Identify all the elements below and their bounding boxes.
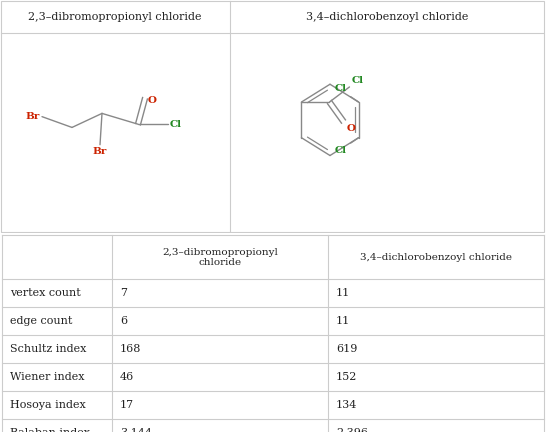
Text: vertex count: vertex count	[10, 288, 81, 298]
Text: Cl: Cl	[352, 76, 364, 85]
Text: Br: Br	[26, 112, 40, 121]
Text: 7: 7	[120, 288, 127, 298]
Text: 168: 168	[120, 344, 141, 354]
Text: 2,3–dibromopropionyl chloride: 2,3–dibromopropionyl chloride	[28, 12, 202, 22]
Text: 11: 11	[336, 316, 350, 326]
Text: O: O	[347, 124, 355, 133]
Text: 3,4–dichlorobenzoyl chloride: 3,4–dichlorobenzoyl chloride	[306, 12, 468, 22]
Text: 3.144: 3.144	[120, 428, 152, 432]
Text: 134: 134	[336, 400, 358, 410]
Text: edge count: edge count	[10, 316, 73, 326]
Text: Cl: Cl	[335, 84, 347, 93]
Text: 46: 46	[120, 372, 134, 382]
Text: 152: 152	[336, 372, 358, 382]
Text: Br: Br	[93, 147, 107, 156]
Text: 3,4–dichlorobenzoyl chloride: 3,4–dichlorobenzoyl chloride	[360, 253, 512, 262]
Text: 619: 619	[336, 344, 358, 354]
Text: O: O	[148, 96, 157, 105]
Text: 17: 17	[120, 400, 134, 410]
Text: Cl: Cl	[335, 146, 347, 156]
Text: 11: 11	[336, 288, 350, 298]
Text: Wiener index: Wiener index	[10, 372, 85, 382]
Text: 2,3–dibromopropionyl
chloride: 2,3–dibromopropionyl chloride	[162, 248, 278, 267]
Text: 2.396: 2.396	[336, 428, 368, 432]
Text: Hosoya index: Hosoya index	[10, 400, 86, 410]
Text: Schultz index: Schultz index	[10, 344, 86, 354]
Text: 6: 6	[120, 316, 127, 326]
Text: Balaban index: Balaban index	[10, 428, 90, 432]
Text: Cl: Cl	[170, 120, 182, 129]
